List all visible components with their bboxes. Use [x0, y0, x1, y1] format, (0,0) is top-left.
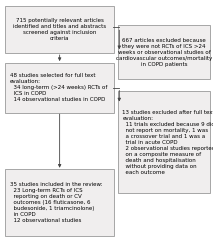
FancyBboxPatch shape — [5, 6, 114, 53]
Text: 35 studies included in the review:
  23 Long-term RCTs of ICS
  reporting on dea: 35 studies included in the review: 23 Lo… — [10, 182, 102, 223]
FancyBboxPatch shape — [5, 169, 114, 236]
FancyBboxPatch shape — [118, 25, 210, 79]
FancyBboxPatch shape — [118, 91, 210, 193]
Text: 13 studies excluded after full text
evaluation:
  11 trials excluded because 9 d: 13 studies excluded after full text eval… — [122, 110, 213, 175]
Text: 48 studies selected for full text
evaluation:
  34 long-term (>24 weeks) RCTs of: 48 studies selected for full text evalua… — [10, 73, 107, 102]
FancyBboxPatch shape — [5, 63, 114, 113]
Text: 715 potentially relevant articles
identified and titles and abstracts
screened a: 715 potentially relevant articles identi… — [13, 18, 106, 41]
Text: 667 articles excluded because
they were not RCTs of ICS >24
weeks or observation: 667 articles excluded because they were … — [116, 38, 212, 67]
